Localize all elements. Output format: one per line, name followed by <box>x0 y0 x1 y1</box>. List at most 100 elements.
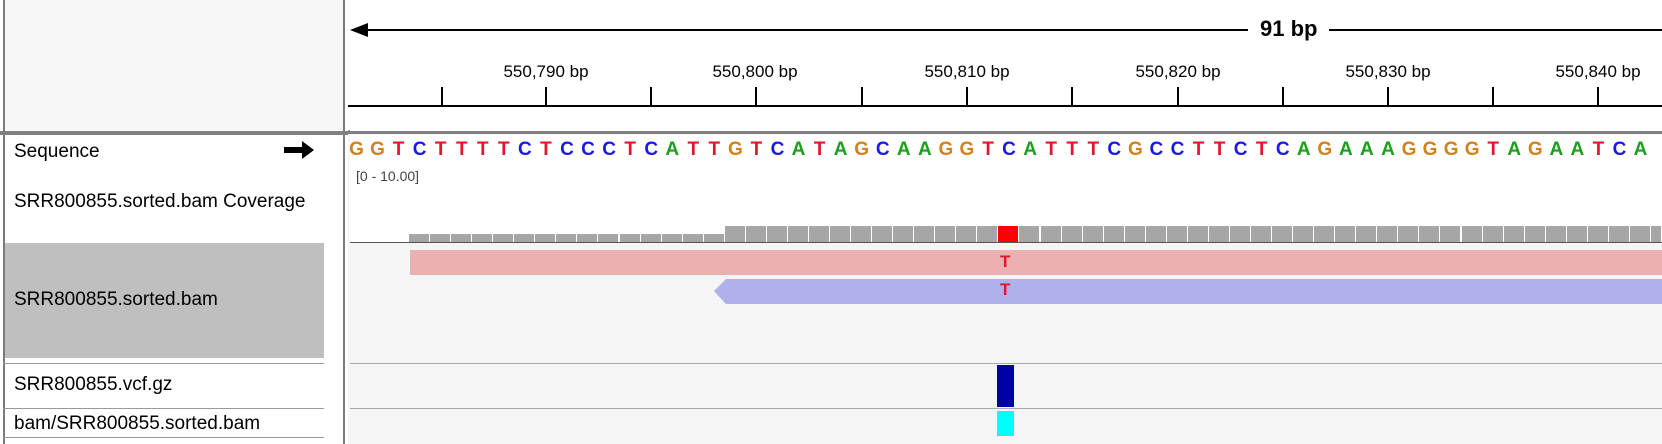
coverage-bar[interactable] <box>1503 226 1525 242</box>
right-arrow-icon[interactable] <box>284 139 316 161</box>
track-name-sequence[interactable]: Sequence <box>14 141 100 162</box>
sequence-base: A <box>1633 139 1648 160</box>
coverage-bar[interactable] <box>1040 226 1062 242</box>
coverage-bar[interactable] <box>1019 226 1041 242</box>
coverage-bar[interactable] <box>1145 226 1167 242</box>
track-name-vcf[interactable]: SRR800855.vcf.gz <box>14 374 173 395</box>
coverage-bar[interactable] <box>1124 226 1146 242</box>
sequence-base: C <box>1612 139 1627 160</box>
variant-site[interactable] <box>997 365 1014 407</box>
sequence-base: T <box>1066 139 1078 160</box>
coverage-bar[interactable] <box>430 234 452 242</box>
coverage-bar[interactable] <box>872 226 894 242</box>
coverage-bar[interactable] <box>703 234 725 242</box>
coverage-bar[interactable] <box>893 226 915 242</box>
ruler[interactable]: 91 bp 550,790 bp 550,800 bp 550,810 bp 5… <box>348 0 1662 130</box>
coverage-bar[interactable] <box>1440 226 1462 242</box>
coverage-bar[interactable] <box>1650 226 1662 242</box>
coverage-bar[interactable] <box>808 226 830 242</box>
coverage-bar[interactable] <box>682 234 704 242</box>
sequence-base: T <box>1487 139 1499 160</box>
sequence-base: T <box>687 139 700 160</box>
coverage-bar[interactable] <box>724 226 746 242</box>
coverage-bar[interactable] <box>830 226 852 242</box>
coverage-bar[interactable] <box>619 234 641 242</box>
coverage-bar[interactable] <box>661 234 683 242</box>
coverage-bar[interactable] <box>1482 226 1504 242</box>
bam-track-name-highlight <box>3 243 324 358</box>
sequence-base: C <box>581 139 595 160</box>
sequence-base: T <box>1255 139 1268 160</box>
coverage-bar[interactable] <box>1229 226 1251 242</box>
coverage-bar[interactable] <box>977 226 999 242</box>
coverage-baseline <box>350 242 1662 243</box>
sequence-base: A <box>1570 139 1585 160</box>
coverage-bar[interactable] <box>1545 226 1567 242</box>
coverage-bar[interactable] <box>1461 226 1483 242</box>
sequence-base: C <box>1170 139 1185 160</box>
coverage-bar[interactable] <box>1566 226 1588 242</box>
coverage-bar[interactable] <box>1061 226 1083 242</box>
sequence-base: C <box>1275 139 1290 160</box>
coverage-bar[interactable] <box>935 226 957 242</box>
coverage-bar[interactable] <box>1293 226 1315 242</box>
sequence-base: C <box>875 139 890 160</box>
variant-genotype[interactable] <box>997 411 1014 436</box>
sequence-base: A <box>833 139 848 160</box>
coverage-bar[interactable] <box>851 226 873 242</box>
coverage-bar[interactable] <box>1608 226 1630 242</box>
name-panel-divider[interactable] <box>343 0 345 444</box>
sequence-coverage-bg <box>350 135 1662 242</box>
coverage-bar[interactable] <box>640 234 662 242</box>
reverse-read[interactable] <box>714 279 1662 304</box>
tick-label: 550,810 bp <box>924 62 1010 81</box>
sequence-base: G <box>1317 139 1333 160</box>
coverage-bar[interactable] <box>1356 226 1378 242</box>
coverage-range: [0 - 10.00] <box>356 168 420 184</box>
coverage-bar[interactable] <box>1208 226 1230 242</box>
coverage-bar[interactable] <box>1187 226 1209 242</box>
coverage-bar[interactable] <box>1082 226 1104 242</box>
coverage-bar[interactable] <box>598 234 620 242</box>
coverage-bar[interactable] <box>956 226 978 242</box>
coverage-bar[interactable] <box>556 234 578 242</box>
coverage-bar[interactable] <box>745 226 767 242</box>
tick-label: 550,840 bp <box>1555 62 1641 81</box>
sequence-base: T <box>813 139 826 160</box>
coverage-bar[interactable] <box>1335 226 1357 242</box>
coverage-bar[interactable] <box>451 234 473 242</box>
coverage-bar[interactable] <box>1272 226 1294 242</box>
coverage-bar[interactable] <box>493 234 515 242</box>
coverage-bar[interactable] <box>577 234 599 242</box>
coverage-bar[interactable] <box>472 234 494 242</box>
sequence-base: A <box>1507 139 1522 160</box>
sequence-base: C <box>1107 139 1122 160</box>
sequence-base: G <box>1464 139 1480 160</box>
coverage-bar[interactable] <box>1377 226 1399 242</box>
coverage-bar[interactable] <box>1314 226 1336 242</box>
ruler-tick <box>1282 87 1284 105</box>
coverage-bar[interactable] <box>914 226 936 242</box>
coverage-bar[interactable] <box>409 234 431 242</box>
ruler-tick <box>755 87 757 105</box>
forward-read[interactable] <box>410 250 1662 275</box>
coverage-bar[interactable] <box>1587 226 1609 242</box>
coverage-bar[interactable] <box>766 226 788 242</box>
coverage-bar[interactable] <box>1251 226 1273 242</box>
track-name-junctions[interactable]: bam/SRR800855.sorted.bam <box>14 413 261 434</box>
coverage-bar[interactable] <box>1524 226 1546 242</box>
coverage-bar[interactable] <box>535 234 557 242</box>
track-name-coverage[interactable]: SRR800855.sorted.bam Coverage <box>14 191 306 212</box>
coverage-bar[interactable] <box>1103 226 1125 242</box>
coverage-bar[interactable] <box>1629 226 1651 242</box>
header-divider <box>0 131 1662 135</box>
coverage-bar[interactable] <box>514 234 536 242</box>
track-name-bam[interactable]: SRR800855.sorted.bam <box>14 289 218 310</box>
coverage-bar[interactable] <box>1166 226 1188 242</box>
ruler-tick <box>650 87 652 105</box>
coverage-bar[interactable] <box>1398 226 1420 242</box>
coverage-bar[interactable] <box>787 226 809 242</box>
sequence-base: C <box>770 139 785 160</box>
coverage-bar[interactable] <box>1419 226 1441 242</box>
coverage-bar-mismatch[interactable] <box>998 226 1020 242</box>
